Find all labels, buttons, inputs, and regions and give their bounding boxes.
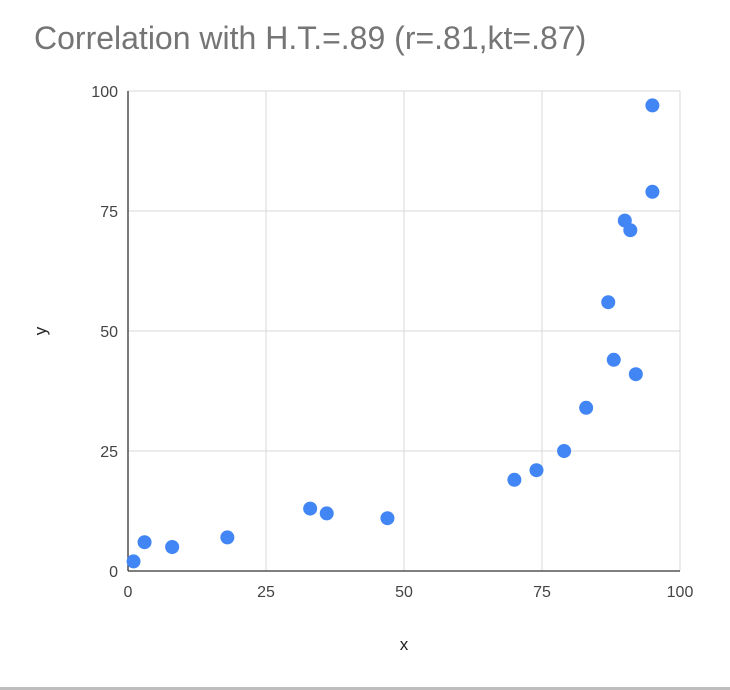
chart-title: Correlation with H.T.=.89 (r=.81,kt=.87) — [34, 20, 587, 56]
data-point — [380, 511, 395, 526]
tick-labels: 0 25 50 75 100 0 25 50 75 100 — [91, 84, 693, 601]
data-point — [507, 472, 522, 487]
data-point — [606, 352, 621, 367]
data-point — [557, 444, 572, 458]
data-point — [220, 530, 235, 545]
data-point — [319, 506, 334, 521]
data-point — [165, 540, 180, 554]
y-tick-label: 0 — [109, 564, 118, 581]
y-axis-title: y — [31, 326, 50, 335]
y-tick-label: 50 — [100, 324, 118, 341]
data-point — [579, 400, 594, 415]
x-tick-label: 50 — [395, 584, 413, 601]
data-point — [623, 223, 638, 238]
data-point — [601, 295, 616, 310]
y-tick-label: 75 — [100, 204, 118, 221]
x-tick-label: 100 — [667, 584, 694, 601]
x-axis-title: x — [400, 635, 409, 654]
data-point — [126, 554, 141, 569]
axes — [127, 91, 680, 572]
y-tick-label: 100 — [91, 84, 118, 101]
gridlines — [128, 90, 681, 571]
data-points — [126, 98, 660, 569]
x-tick-label: 0 — [124, 584, 133, 601]
data-point — [645, 98, 660, 113]
x-tick-label: 25 — [257, 584, 275, 601]
data-point — [303, 501, 318, 516]
data-point — [645, 184, 660, 199]
data-point — [628, 367, 643, 382]
x-tick-label: 75 — [533, 584, 551, 601]
data-point — [529, 463, 544, 478]
y-tick-label: 25 — [100, 444, 118, 461]
bottom-divider — [0, 687, 730, 690]
data-point — [137, 535, 152, 550]
